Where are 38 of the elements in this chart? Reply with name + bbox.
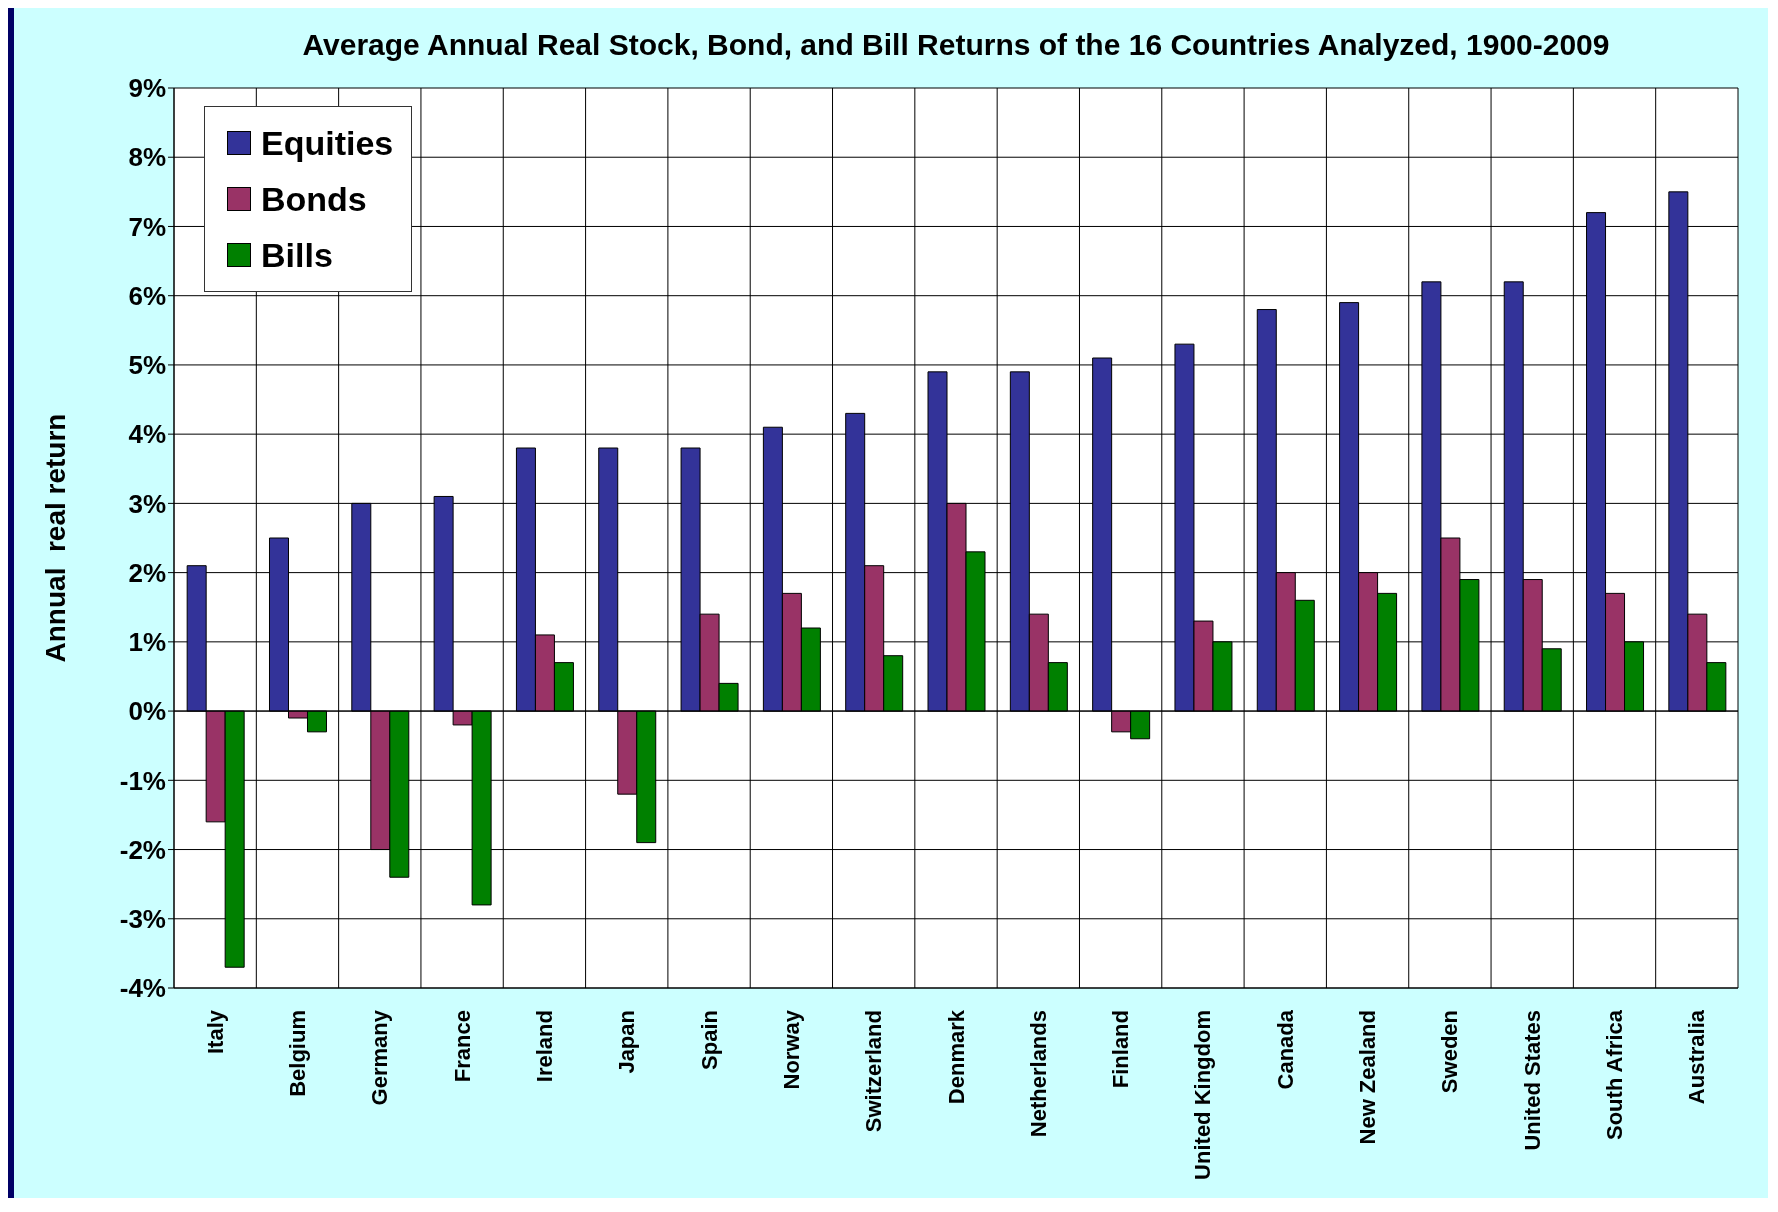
- x-tick-label: Australia: [1684, 1009, 1710, 1105]
- x-tick-label: Switzerland: [861, 1010, 887, 1133]
- chart-title: Average Annual Real Stock, Bond, and Bill Returns of the 16 Countries Analyzed, 1900-2009: [301, 28, 1611, 62]
- x-tick-label: New Zealand: [1355, 1010, 1381, 1145]
- y-tick-label: -2%: [119, 834, 166, 865]
- y-tick-label: 0%: [128, 696, 166, 727]
- x-tick-label: Spain: [696, 1010, 722, 1070]
- x-tick-label: South Africa: [1602, 1009, 1628, 1140]
- y-tick-label: 2%: [128, 557, 166, 588]
- y-tick-label: 8%: [128, 142, 166, 173]
- y-tick-label: 7%: [128, 211, 166, 242]
- x-tick-label: Sweden: [1437, 1010, 1463, 1094]
- x-tick-label: Belgium: [284, 1010, 310, 1097]
- x-tick-label: France: [449, 1010, 475, 1083]
- x-tick-label: Ireland: [531, 1010, 557, 1083]
- y-tick-label: 3%: [128, 488, 166, 519]
- y-tick-label: -4%: [119, 973, 166, 1004]
- x-tick-label: Norway: [778, 1009, 804, 1090]
- y-tick-label: 4%: [128, 419, 166, 450]
- x-tick-label: United States: [1519, 1010, 1545, 1151]
- y-tick-label: 6%: [128, 280, 166, 311]
- y-tick-label: 5%: [128, 350, 166, 381]
- y-tick-label: 1%: [128, 627, 166, 658]
- x-tick-label: Canada: [1272, 1009, 1298, 1090]
- x-tick-label: Denmark: [943, 1009, 969, 1105]
- y-tick-label: -3%: [119, 904, 166, 934]
- legend-label: Bills: [260, 235, 334, 276]
- x-tick-label: Germany: [367, 1009, 393, 1106]
- y-tick-label: 9%: [128, 73, 166, 104]
- y-tick-label: -1%: [119, 765, 166, 796]
- y-axis-title: Annual real return: [40, 413, 72, 663]
- legend-label: Bonds: [260, 179, 368, 220]
- x-tick-label: Netherlands: [1025, 1010, 1051, 1138]
- x-tick-label: United Kingdom: [1190, 1010, 1216, 1180]
- legend-label: Equities: [260, 123, 394, 164]
- x-tick-label: Finland: [1108, 1010, 1134, 1089]
- x-tick-label: Japan: [614, 1010, 640, 1074]
- x-tick-label: Italy: [202, 1009, 228, 1055]
